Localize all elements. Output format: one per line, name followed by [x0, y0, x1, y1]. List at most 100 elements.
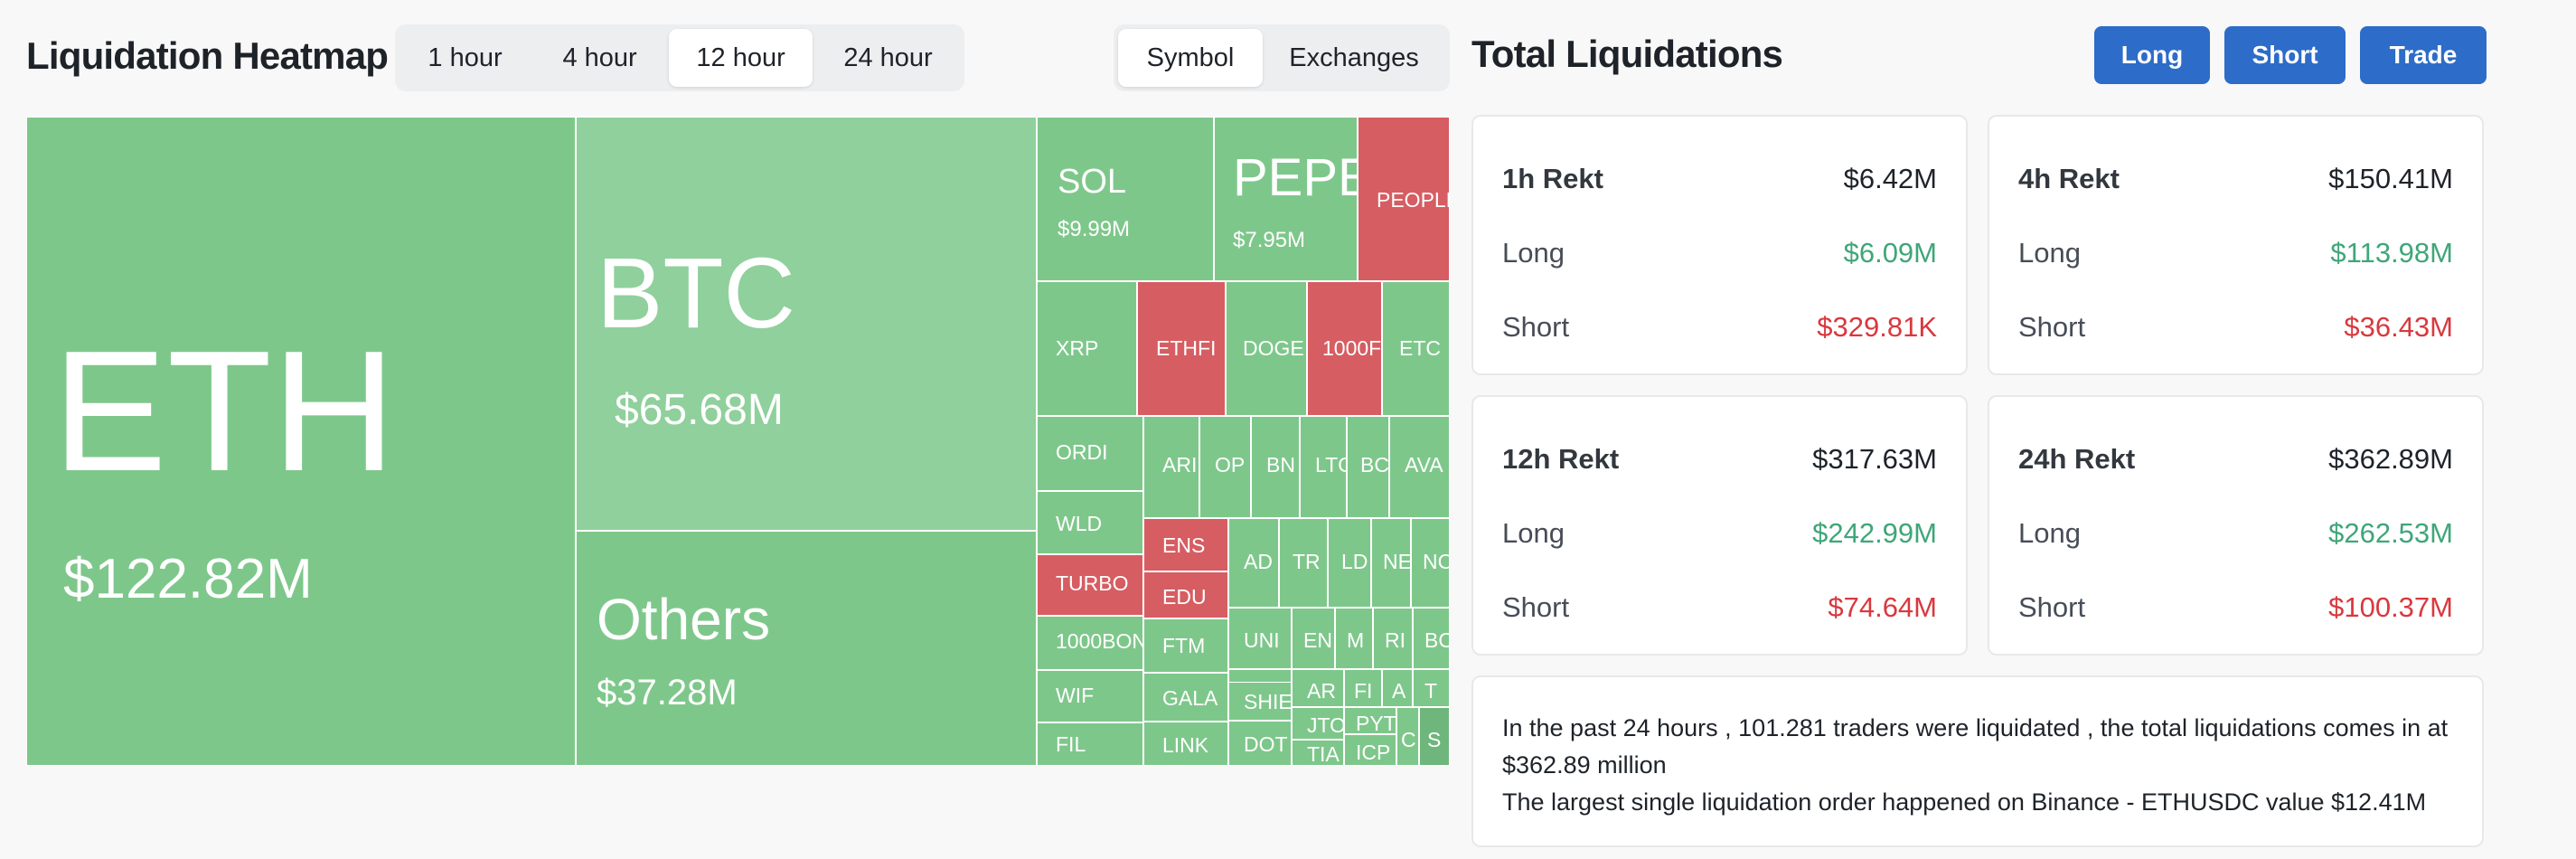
tile-symbol: NE — [1383, 550, 1411, 573]
treemap-tile-fi[interactable]: FI — [1344, 669, 1382, 707]
treemap-tile-no[interactable]: NO — [1411, 518, 1450, 608]
treemap-tile-m[interactable]: M — [1335, 608, 1373, 669]
tile-symbol: FI — [1354, 679, 1373, 703]
card-title: 12h Rekt — [1502, 443, 1620, 475]
tab-symbol[interactable]: Symbol — [1118, 29, 1263, 87]
treemap-tile-pyt[interactable]: PYT — [1344, 707, 1396, 734]
tile-symbol: AR — [1307, 679, 1336, 703]
treemap-tile-en[interactable]: EN — [1292, 608, 1335, 669]
treemap-tile-tia[interactable]: TIA — [1292, 740, 1344, 766]
treemap-tile-turbo[interactable]: TURBO — [1037, 554, 1143, 616]
tile-symbol: ETHFI — [1156, 336, 1217, 360]
treemap-tile-ne[interactable]: NE — [1371, 518, 1411, 608]
treemap-tile-edu[interactable]: EDU — [1143, 571, 1228, 618]
tile-value: $37.28M — [597, 673, 738, 713]
treemap-tile-ld[interactable]: LD — [1328, 518, 1371, 608]
tile-symbol: TURBO — [1056, 571, 1129, 595]
treemap-tile-link[interactable]: LINK — [1143, 722, 1228, 766]
treemap-tile-etc[interactable]: ETC — [1382, 281, 1450, 416]
rekt-card-24h: 24h Rekt $362.89M Long $262.53M Short $1… — [1988, 395, 2484, 656]
treemap-tile-tr[interactable]: TR — [1279, 518, 1328, 608]
treemap-tile-wif[interactable]: WIF — [1037, 670, 1143, 722]
short-value: $74.64M — [1828, 591, 1937, 623]
long-button[interactable]: Long — [2094, 26, 2210, 84]
card-short-row: Short $74.64M — [1502, 590, 1937, 626]
tab-12-hour[interactable]: 12 hour — [669, 29, 813, 87]
treemap-tile-ftm[interactable]: FTM — [1143, 618, 1228, 673]
treemap-tile-gala[interactable]: GALA — [1143, 673, 1228, 722]
card-long-row: Long $262.53M — [2018, 515, 2453, 552]
tile-symbol: BC — [1360, 453, 1389, 477]
short-label: Short — [1502, 591, 1570, 623]
treemap-tile-jto[interactable]: JTO — [1292, 707, 1344, 740]
treemap-tile-ari[interactable]: ARI — [1143, 416, 1199, 518]
treemap-tile-bn[interactable]: BN — [1251, 416, 1300, 518]
tile-symbol: UNI — [1244, 628, 1280, 652]
treemap-tile-ltc[interactable]: LTC — [1300, 416, 1347, 518]
treemap-tile-1000f[interactable]: 1000F — [1307, 281, 1382, 416]
treemap-tile-uni[interactable]: UNI — [1228, 608, 1292, 669]
card-total: $362.89M — [2328, 443, 2453, 475]
tab-1-hour[interactable]: 1 hour — [428, 42, 503, 72]
treemap-tile-pepe[interactable]: PEPE $7.95M — [1214, 117, 1358, 281]
tile-symbol: ETC — [1399, 336, 1441, 360]
treemap-tile-c[interactable]: C — [1396, 707, 1419, 766]
treemap-tile-ens[interactable]: ENS — [1143, 518, 1228, 571]
treemap-tile-eth[interactable]: ETH $122.82M — [26, 117, 576, 766]
treemap-tile-people[interactable]: PEOPLE — [1358, 117, 1450, 281]
short-label: Short — [1502, 311, 1570, 343]
treemap-tile-fil[interactable]: FIL — [1037, 722, 1143, 766]
treemap-tile-ar[interactable]: AR — [1292, 669, 1344, 707]
card-short-row: Short $100.37M — [2018, 590, 2453, 626]
rekt-card-4h: 4h Rekt $150.41M Long $113.98M Short $36… — [1988, 115, 2484, 375]
short-value: $36.43M — [2344, 311, 2453, 343]
tab-24-hour[interactable]: 24 hour — [843, 42, 933, 72]
treemap-tile-t[interactable]: T — [1413, 669, 1450, 707]
card-short-row: Short $329.81K — [1502, 309, 1937, 345]
treemap-tile-a[interactable]: A — [1382, 669, 1413, 707]
treemap-tile-ri[interactable]: RI — [1373, 608, 1413, 669]
treemap-tile-wld[interactable]: WLD — [1037, 491, 1143, 554]
treemap-tile-ava[interactable]: AVA — [1389, 416, 1450, 518]
treemap-tile-btc[interactable]: BTC $65.68M — [576, 117, 1037, 531]
tile-symbol: BTC — [597, 238, 795, 349]
treemap-tile-bo[interactable]: BO — [1413, 608, 1450, 669]
tile-symbol: EDU — [1162, 585, 1207, 609]
tile-value: $65.68M — [615, 386, 784, 434]
card-long-row: Long $6.09M — [1502, 235, 1937, 271]
short-label: Short — [2018, 591, 2086, 623]
treemap-tile-shie[interactable]: SHIE — [1228, 682, 1292, 721]
treemap-tile-dot[interactable]: DOT — [1228, 721, 1292, 766]
treemap-tile-ethfi[interactable]: ETHFI — [1137, 281, 1226, 416]
treemap-tile-op[interactable]: OP — [1199, 416, 1251, 518]
tile-symbol: XRP — [1056, 336, 1099, 360]
tile-symbol: PYT — [1356, 712, 1396, 734]
rekt-card-12h: 12h Rekt $317.63M Long $242.99M Short $7… — [1471, 395, 1968, 656]
tab-exchanges[interactable]: Exchanges — [1289, 42, 1419, 72]
treemap-tile-ad[interactable]: AD — [1228, 518, 1279, 608]
tile-symbol: SHIE — [1244, 690, 1292, 713]
tile-symbol: LINK — [1162, 733, 1209, 757]
card-long-row: Long $113.98M — [2018, 235, 2453, 271]
tile-symbol: PEPE — [1233, 148, 1357, 207]
treemap-tile-bc[interactable]: BC — [1347, 416, 1389, 518]
treemap-tile-icp[interactable]: ICP — [1344, 734, 1396, 766]
total-liquidations-title: Total Liquidations — [1471, 33, 1783, 75]
treemap-tile-xrp[interactable]: XRP — [1037, 281, 1137, 416]
treemap-tile-sol[interactable]: SOL $9.99M — [1037, 117, 1214, 281]
treemap-tile-doge[interactable]: DOGE — [1226, 281, 1307, 416]
card-title: 1h Rekt — [1502, 163, 1603, 194]
treemap-tile-s[interactable]: S — [1419, 707, 1450, 766]
treemap-tile-1000bon[interactable]: 1000BON — [1037, 616, 1143, 670]
treemap-tile-others[interactable]: Others $37.28M — [576, 531, 1037, 766]
tab-4-hour[interactable]: 4 hour — [562, 42, 637, 72]
trade-button[interactable]: Trade — [2360, 26, 2487, 84]
rekt-card-1h: 1h Rekt $6.42M Long $6.09M Short $329.81… — [1471, 115, 1968, 375]
card-title: 4h Rekt — [2018, 163, 2120, 194]
tile-symbol: ORDI — [1056, 440, 1108, 464]
long-label: Long — [2018, 517, 2081, 549]
treemap-tile-ordi[interactable]: ORDI — [1037, 416, 1143, 491]
long-value: $242.99M — [1812, 517, 1937, 549]
short-button[interactable]: Short — [2224, 26, 2346, 84]
tile-value: $122.82M — [63, 548, 313, 610]
